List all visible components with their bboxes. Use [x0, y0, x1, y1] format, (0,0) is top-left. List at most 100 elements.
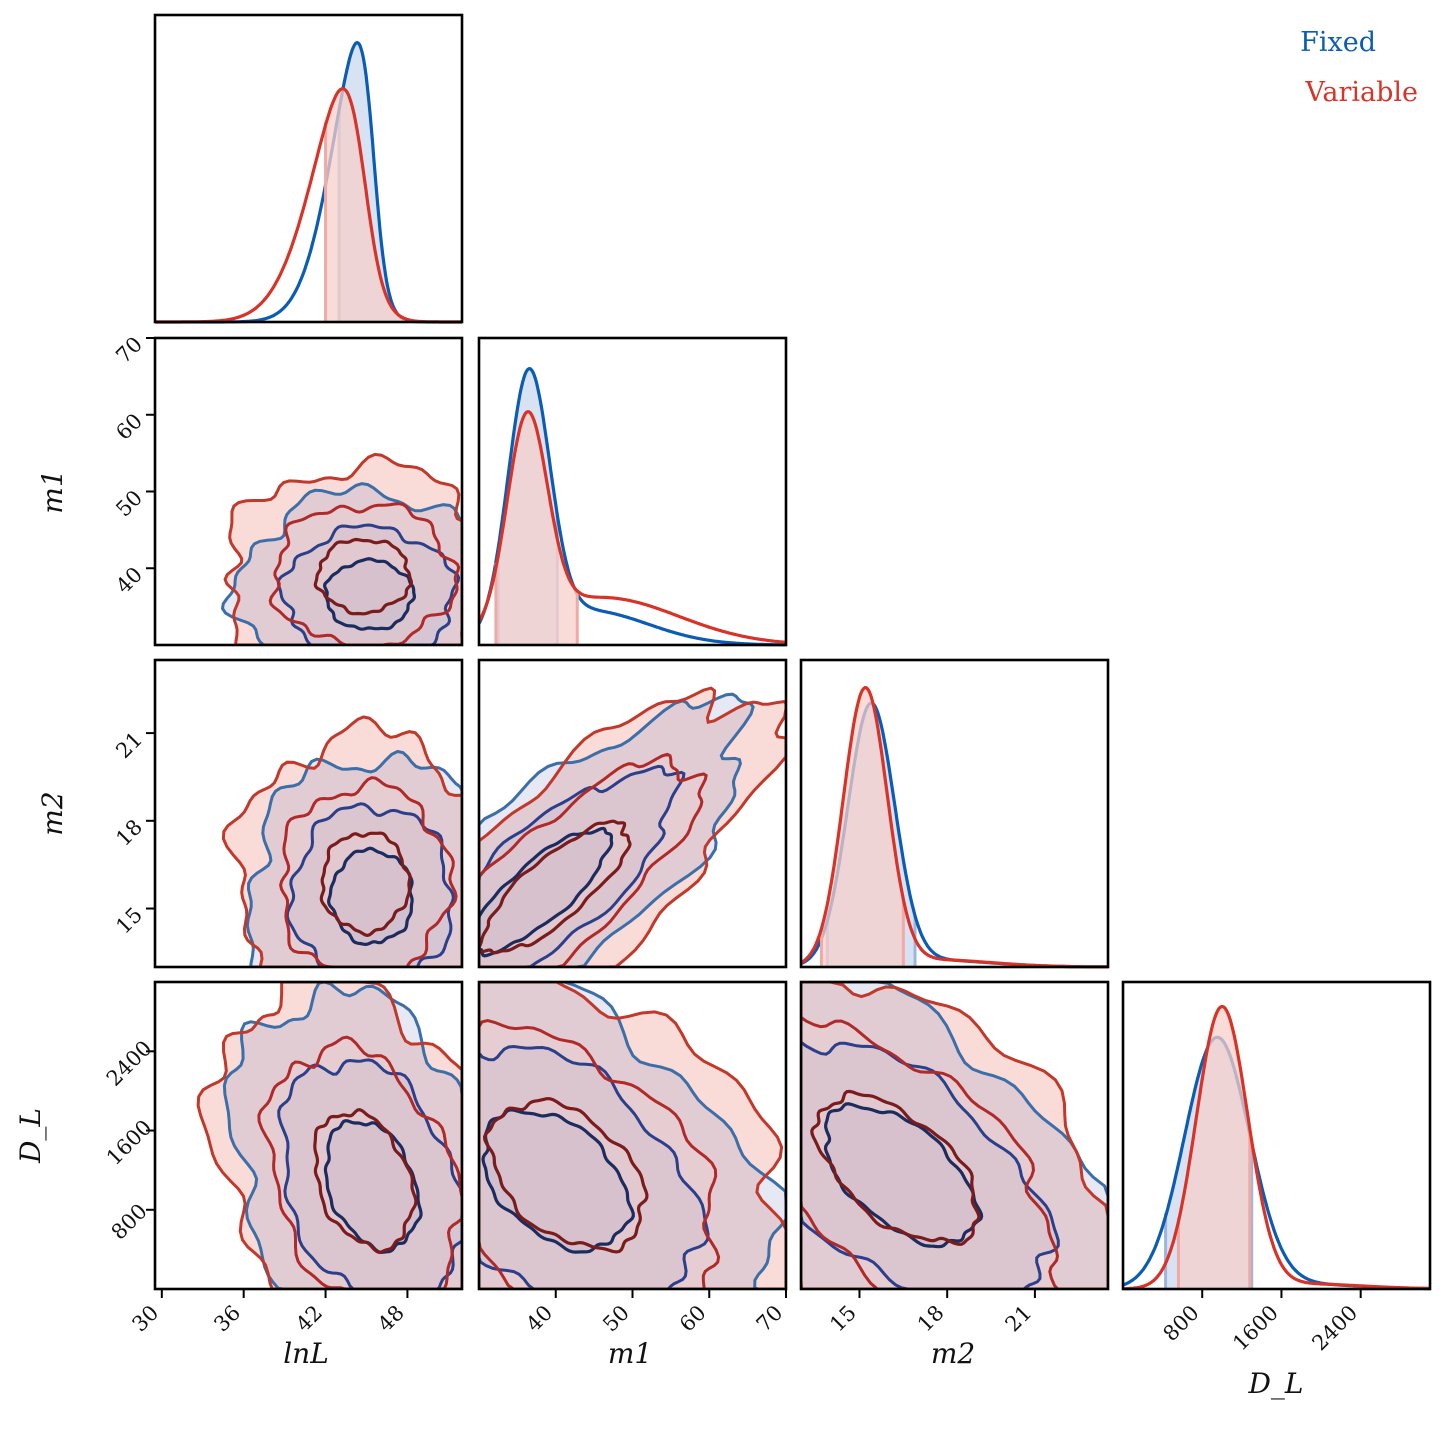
contour-line-fixed	[479, 982, 786, 1289]
panel-frame	[477, 658, 788, 969]
joint-panel-m2-vs-lnL	[153, 658, 464, 969]
contour-line-variable	[223, 452, 462, 645]
contour-fill-fixed	[479, 828, 612, 956]
axis-titles-layer: lnL m1 m2 D_L m1 m2 D_L	[14, 469, 1304, 1400]
diag-panel-m1	[477, 336, 788, 647]
panel-frame	[799, 980, 1110, 1291]
contour-line-fixed	[479, 826, 614, 958]
x-tick-label-m2: 15	[825, 1301, 861, 1337]
contour-group	[196, 982, 462, 1289]
hdi-fill-variable-D_L	[1178, 1006, 1250, 1289]
contour-fill-variable	[484, 1098, 647, 1252]
x-axis-title-lnL: lnL	[283, 1337, 329, 1370]
contour-fill-fixed	[278, 1059, 462, 1289]
contour-line-variable	[279, 776, 458, 967]
x-tick-label-lnL: 42	[291, 1301, 327, 1337]
density-line-variable-D_L	[1122, 1005, 1430, 1291]
joint-panel-m1-vs-lnL	[153, 336, 464, 647]
panel-frame	[153, 658, 464, 969]
contour-line-variable	[268, 502, 461, 645]
panel-frame	[153, 13, 464, 324]
x-axis-title-D_L: D_L	[1247, 1367, 1303, 1400]
contour-line-variable	[482, 1097, 649, 1254]
y-tick-label-D_L: 800	[107, 1199, 152, 1244]
x-tick-label-D_L: 1600	[1228, 1301, 1283, 1356]
x-tick-label-lnL: 30	[127, 1301, 163, 1337]
y-tick-label-m2: 18	[111, 815, 147, 851]
hdi-fill-variable-lnL	[325, 88, 404, 322]
contour-fill-variable	[801, 1015, 1059, 1289]
contour-line-fixed	[479, 764, 686, 967]
y-tick-label-D_L: 2400	[102, 1036, 157, 1091]
contour-line-variable	[257, 1035, 462, 1289]
panel-frame	[1121, 980, 1432, 1291]
y-axis-title-m1: m1	[36, 469, 69, 513]
contour-fill-fixed	[479, 766, 684, 967]
contour-fill-variable	[280, 777, 457, 967]
contour-fill-fixed	[287, 803, 454, 967]
x-tick-label-D_L: 800	[1158, 1301, 1203, 1346]
x-tick-label-m2: 18	[913, 1301, 949, 1337]
x-tick-label-lnL: 36	[209, 1301, 245, 1337]
contour-fill-variable	[479, 1020, 719, 1289]
contour-line-variable	[479, 1019, 721, 1289]
contour-group	[221, 715, 462, 967]
contour-line-fixed	[323, 1119, 423, 1255]
density-line-fixed-lnL	[155, 40, 462, 324]
contour-line-fixed	[481, 1108, 635, 1254]
panels-layer	[153, 13, 1432, 1291]
panel-frame	[153, 980, 464, 1291]
contour-line-variable	[196, 982, 462, 1289]
contour-fill-variable	[811, 1091, 979, 1245]
x-tick-label-m1: 40	[521, 1301, 557, 1337]
y-tick-label-m1: 70	[111, 332, 147, 368]
y-tick-label-D_L: 1600	[102, 1115, 157, 1170]
contour-fill-variable	[479, 754, 707, 967]
contour-line-fixed	[245, 749, 462, 967]
y-axis-title-m2: m2	[36, 791, 69, 835]
density-line-variable-lnL	[155, 87, 462, 324]
contour-line-variable	[479, 752, 708, 967]
contour-group	[479, 982, 786, 1289]
contour-line-variable	[801, 1015, 1060, 1289]
x-tick-label-D_L: 2400	[1307, 1301, 1362, 1356]
y-tick-label-m2: 21	[111, 727, 147, 763]
hdi-fill-variable-m1	[495, 411, 578, 645]
contour-fill-fixed	[222, 483, 462, 645]
joint-panel-D_L-vs-m1	[477, 980, 788, 1291]
contour-fill-variable	[321, 833, 410, 936]
joint-panel-D_L-vs-m2	[799, 980, 1110, 1291]
contour-fill-fixed	[801, 1040, 1059, 1289]
y-tick-label-m2: 15	[111, 903, 147, 939]
contour-fill-fixed	[247, 751, 462, 967]
contour-line-fixed	[823, 1102, 984, 1249]
x-tick-label-m1: 50	[598, 1301, 634, 1337]
contour-fill-fixed	[479, 694, 754, 967]
diag-panel-lnL	[153, 13, 464, 324]
x-axis-title-m1: m1	[608, 1337, 652, 1370]
contour-fill-variable	[801, 982, 1108, 1289]
contour-line-fixed	[327, 846, 414, 947]
y-tick-label-m1: 60	[111, 409, 147, 445]
joint-panel-D_L-vs-lnL	[153, 980, 464, 1291]
y-axis-title-D_L: D_L	[14, 1108, 47, 1164]
contour-line-fixed	[479, 1044, 710, 1289]
joint-panel-m2-vs-m1	[477, 658, 788, 969]
panel-frame	[477, 336, 788, 647]
contour-group	[220, 452, 462, 645]
hdi-fill-variable-m2	[821, 687, 904, 967]
panel-frame	[799, 658, 1110, 969]
contour-line-fixed	[479, 692, 755, 967]
contour-line-variable	[479, 819, 632, 955]
contour-line-variable	[810, 1089, 981, 1246]
x-axis-title-m2: m2	[931, 1337, 975, 1370]
contour-line-fixed	[220, 482, 462, 645]
contour-fill-variable	[223, 717, 462, 967]
legend-entry-variable: Variable	[1304, 77, 1418, 108]
density-line-fixed-m1	[477, 367, 786, 647]
contour-fill-fixed	[278, 525, 459, 645]
diag-panel-D_L	[1121, 980, 1432, 1291]
contour-fill-variable	[479, 688, 786, 967]
contour-fill-fixed	[825, 1103, 982, 1247]
